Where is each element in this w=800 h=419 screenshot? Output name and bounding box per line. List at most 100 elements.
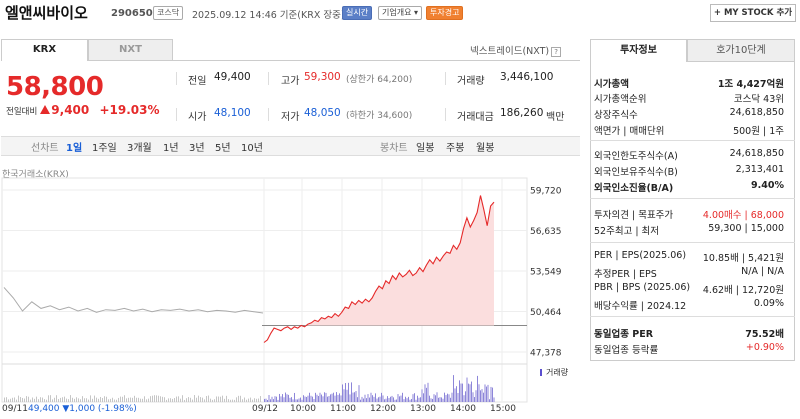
divider bbox=[268, 108, 269, 121]
nextrade-link[interactable]: 넥스트레이드(NXT)? bbox=[470, 43, 562, 57]
volume-bar bbox=[366, 398, 367, 402]
volume-bar bbox=[152, 395, 153, 402]
volume-bar bbox=[86, 398, 87, 402]
volume-bar bbox=[450, 397, 451, 402]
volume-bar bbox=[384, 399, 385, 402]
price-chart[interactable]: 59,720 56,635 53,549 50,464 47,378 09/12 10:00… bbox=[0, 176, 584, 419]
period-daily-candle[interactable]: 일봉 bbox=[416, 143, 435, 154]
stock-code: 290650 bbox=[111, 8, 153, 19]
panel-divider bbox=[590, 242, 795, 243]
help-icon[interactable]: ? bbox=[551, 46, 562, 57]
volume-bar bbox=[369, 397, 370, 402]
amount-value: 186,260 bbox=[500, 107, 544, 119]
volume-bar bbox=[66, 398, 67, 402]
period-monthly-candle[interactable]: 월봉 bbox=[476, 143, 495, 154]
volume-bar bbox=[412, 394, 414, 402]
volume-bar bbox=[360, 399, 361, 402]
volume-bar bbox=[439, 397, 441, 402]
nextrade-label: 넥스트레이드(NXT) bbox=[470, 46, 550, 57]
volume-bar bbox=[291, 397, 292, 402]
period-5y[interactable]: 5년 bbox=[215, 143, 231, 154]
volume-bar bbox=[158, 395, 159, 402]
volume-bar bbox=[240, 395, 241, 402]
volume-bar bbox=[343, 389, 345, 402]
volume-bar bbox=[339, 393, 340, 402]
volume-bar bbox=[456, 386, 457, 402]
tab-nxt[interactable]: NXT bbox=[88, 39, 173, 61]
volume-bar bbox=[357, 397, 358, 402]
volume-bar bbox=[232, 399, 233, 402]
diff-percent: +19.03% bbox=[99, 103, 160, 117]
volume-bar bbox=[390, 396, 391, 402]
volume-bar bbox=[381, 392, 382, 402]
volume-bar bbox=[270, 399, 271, 402]
volume-bar bbox=[234, 399, 235, 402]
volume-bar bbox=[403, 399, 405, 402]
volume-bar bbox=[48, 395, 49, 402]
volume-bar bbox=[210, 398, 211, 402]
volume-bar bbox=[378, 397, 379, 402]
volume-bar bbox=[110, 398, 111, 402]
x-tick-label: 14:00 bbox=[450, 404, 476, 414]
realtime-badge[interactable]: 실시간 bbox=[342, 6, 373, 20]
tab-order-book[interactable]: 호가10단계 bbox=[687, 39, 795, 62]
volume-bar bbox=[459, 380, 460, 402]
volume-bar bbox=[74, 398, 75, 402]
invest-row-value: 0.09% bbox=[753, 298, 784, 309]
volume-bar bbox=[421, 389, 423, 402]
volume-bar bbox=[6, 397, 7, 402]
panel-divider bbox=[590, 198, 795, 199]
volume-bar bbox=[358, 385, 360, 402]
period-weekly-candle[interactable]: 주봉 bbox=[446, 143, 465, 154]
volume-bar bbox=[150, 396, 151, 402]
volume-bar bbox=[472, 392, 474, 402]
volume-bar bbox=[492, 387, 493, 402]
volume-bar bbox=[12, 397, 13, 402]
volume-bar bbox=[254, 398, 255, 402]
volume-bar bbox=[236, 397, 237, 402]
tab-krx[interactable]: KRX bbox=[1, 39, 88, 61]
volume-bar bbox=[342, 384, 343, 402]
volume-bar bbox=[54, 397, 55, 402]
volume-bar bbox=[14, 397, 15, 402]
company-overview-dropdown[interactable]: 기업개요 ▾ bbox=[378, 6, 422, 20]
invest-row-label: 52주최고 | 최저 bbox=[594, 226, 660, 237]
volume-bar bbox=[309, 392, 310, 402]
volume-bar bbox=[218, 396, 219, 402]
price-line bbox=[263, 195, 495, 343]
period-1d[interactable]: 1일 bbox=[66, 143, 83, 154]
volume-bar bbox=[340, 395, 342, 402]
invest-row-value: 59,300 | 15,000 bbox=[708, 223, 784, 234]
add-mystock-button[interactable]: + MY STOCK 추가 bbox=[710, 4, 796, 22]
period-3y[interactable]: 3년 bbox=[189, 143, 205, 154]
invest-row-label: 동일업종 등락률 bbox=[594, 345, 659, 356]
volume-bar bbox=[315, 392, 316, 402]
period-3m[interactable]: 3개월 bbox=[127, 143, 152, 154]
volume-bar bbox=[78, 398, 79, 402]
volume-bar bbox=[391, 395, 393, 402]
volume-bar bbox=[32, 397, 33, 402]
volume-bar bbox=[204, 399, 205, 402]
volume-bar bbox=[36, 396, 37, 402]
volume-bar bbox=[84, 398, 85, 402]
period-1w[interactable]: 1주일 bbox=[92, 143, 117, 154]
volume-bar bbox=[477, 375, 478, 402]
volume-bar bbox=[435, 395, 436, 402]
volume-bar bbox=[98, 398, 99, 402]
volume-bar bbox=[313, 399, 315, 402]
volume-bar bbox=[297, 399, 298, 402]
period-10y[interactable]: 10년 bbox=[241, 143, 263, 154]
volume-bar bbox=[76, 397, 77, 402]
x-tick-label: 09/12 bbox=[252, 404, 278, 414]
volume-bar bbox=[246, 399, 247, 402]
volume-bar bbox=[295, 399, 297, 402]
volume-bar bbox=[220, 396, 221, 402]
volume-bar bbox=[453, 375, 454, 402]
invest-row-label: 상장주식수 bbox=[594, 110, 638, 121]
period-1y[interactable]: 1년 bbox=[163, 143, 179, 154]
invest-row-label: PER | EPS(2025.06) bbox=[594, 250, 687, 261]
volume-bar bbox=[96, 397, 97, 402]
volume-bar bbox=[448, 394, 450, 402]
volume-bar bbox=[260, 396, 261, 402]
tab-invest-info[interactable]: 투자정보 bbox=[590, 39, 687, 62]
